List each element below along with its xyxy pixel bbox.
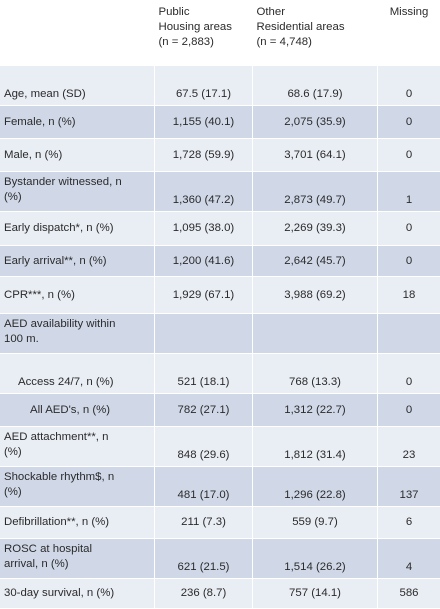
table-header-row: Public Housing areas (n = 2,883) Other R… — [0, 0, 440, 66]
row-label: Bystander witnessed, n (%) — [0, 171, 155, 212]
missing-value: 6 — [377, 506, 440, 539]
public-value: 621 (21.5) — [154, 538, 253, 579]
row-label: AED availability within 100 m. — [0, 313, 155, 354]
row-label-line1: AED attachment**, n — [4, 431, 109, 443]
header-public-line2: Housing areas — [158, 21, 232, 33]
table-row: Early arrival**, n (%) 1,200 (41.6) 2,64… — [0, 245, 440, 277]
header-other-line1: Other — [256, 6, 286, 18]
public-value: 521 (18.1) — [154, 353, 253, 394]
row-label-line2: (%) — [4, 486, 22, 498]
public-value: 1,929 (67.1) — [154, 276, 253, 314]
other-value: 1,312 (22.7) — [252, 393, 378, 427]
row-label: Defibrillation**, n (%) — [0, 506, 155, 539]
public-value: 1,200 (41.6) — [154, 245, 253, 277]
table-row: All AED's, n (%) 782 (27.1) 1,312 (22.7)… — [0, 393, 440, 427]
header-missing: Missing — [377, 0, 440, 66]
missing-value: 4 — [377, 538, 440, 579]
table-row: AED availability within 100 m. — [0, 313, 440, 354]
public-value: 848 (29.6) — [154, 426, 253, 467]
other-value — [252, 313, 378, 354]
other-value: 1,514 (26.2) — [252, 538, 378, 579]
row-label-line1: AED availability within — [4, 318, 116, 330]
other-value: 3,988 (69.2) — [252, 276, 378, 314]
table-row: ROSC at hospital arrival, n (%) 621 (21.… — [0, 538, 440, 579]
header-other-residential: Other Residential areas (n = 4,748) — [252, 0, 378, 66]
other-value: 559 (9.7) — [252, 506, 378, 539]
table-row: CPR***, n (%) 1,929 (67.1) 3,988 (69.2) … — [0, 276, 440, 314]
public-value: 481 (17.0) — [154, 466, 253, 507]
other-value: 1,296 (22.8) — [252, 466, 378, 507]
table-row: Female, n (%) 1,155 (40.1) 2,075 (35.9) … — [0, 105, 440, 139]
other-value: 68.6 (17.9) — [252, 65, 378, 106]
other-value: 757 (14.1) — [252, 578, 378, 609]
missing-value: 0 — [377, 65, 440, 106]
missing-value: 0 — [377, 138, 440, 172]
other-value: 2,642 (45.7) — [252, 245, 378, 277]
public-value: 1,155 (40.1) — [154, 105, 253, 139]
row-label-line2: (%) — [4, 191, 22, 203]
public-value: 782 (27.1) — [154, 393, 253, 427]
header-public-housing: Public Housing areas (n = 2,883) — [154, 0, 253, 66]
row-label: Early dispatch*, n (%) — [0, 211, 155, 246]
table-row: Early dispatch*, n (%) 1,095 (38.0) 2,26… — [0, 211, 440, 246]
table-row: Bystander witnessed, n (%) 1,360 (47.2) … — [0, 171, 440, 212]
table-row: 30-day survival, n (%) 236 (8.7) 757 (14… — [0, 578, 440, 609]
missing-value: 0 — [377, 393, 440, 427]
row-label: 30-day survival, n (%) — [0, 578, 155, 609]
row-label-line1: Bystander witnessed, n — [4, 176, 122, 188]
row-label: All AED's, n (%) — [0, 393, 155, 427]
table-row: AED attachment**, n (%) 848 (29.6) 1,812… — [0, 426, 440, 467]
other-value: 2,269 (39.3) — [252, 211, 378, 246]
other-value: 768 (13.3) — [252, 353, 378, 394]
table-row: Male, n (%) 1,728 (59.9) 3,701 (64.1) 0 — [0, 138, 440, 172]
public-value: 211 (7.3) — [154, 506, 253, 539]
other-value: 1,812 (31.4) — [252, 426, 378, 467]
other-value: 3,701 (64.1) — [252, 138, 378, 172]
public-value: 1,095 (38.0) — [154, 211, 253, 246]
missing-value: 0 — [377, 105, 440, 139]
public-value: 1,728 (59.9) — [154, 138, 253, 172]
header-other-line3: (n = 4,748) — [256, 36, 312, 48]
table-row: Shockable rhythm$, n (%) 481 (17.0) 1,29… — [0, 466, 440, 507]
missing-value: 18 — [377, 276, 440, 314]
public-value: 236 (8.7) — [154, 578, 253, 609]
header-public-line1: Public — [158, 6, 190, 18]
row-label-line1: ROSC at hospital — [4, 543, 92, 555]
row-label-line2: arrival, n (%) — [4, 558, 69, 570]
row-label: AED attachment**, n (%) — [0, 426, 155, 467]
row-label-line2: 100 m. — [4, 333, 39, 345]
table-row: Defibrillation**, n (%) 211 (7.3) 559 (9… — [0, 506, 440, 539]
missing-value: 23 — [377, 426, 440, 467]
row-label: ROSC at hospital arrival, n (%) — [0, 538, 155, 579]
row-label: Female, n (%) — [0, 105, 155, 139]
public-value: 67.5 (17.1) — [154, 65, 253, 106]
header-public-line3: (n = 2,883) — [158, 36, 214, 48]
missing-value: 0 — [377, 353, 440, 394]
missing-value: 586 — [377, 578, 440, 609]
public-value: 1,360 (47.2) — [154, 171, 253, 212]
row-label: Early arrival**, n (%) — [0, 245, 155, 277]
table-row: Access 24/7, n (%) 521 (18.1) 768 (13.3)… — [0, 353, 440, 394]
table-row: Age, mean (SD) 67.5 (17.1) 68.6 (17.9) 0 — [0, 65, 440, 106]
other-value: 2,873 (49.7) — [252, 171, 378, 212]
missing-value: 0 — [377, 211, 440, 246]
row-label-line1: Shockable rhythm$, n — [4, 471, 115, 483]
row-label: Access 24/7, n (%) — [0, 353, 155, 394]
missing-value: 1 — [377, 171, 440, 212]
row-label: Age, mean (SD) — [0, 65, 155, 106]
row-label: Male, n (%) — [0, 138, 155, 172]
row-label-line2: (%) — [4, 446, 22, 458]
header-blank-cell — [0, 0, 155, 66]
header-other-line2: Residential areas — [256, 21, 345, 33]
missing-value: 0 — [377, 245, 440, 277]
missing-value — [377, 313, 440, 354]
other-value: 2,075 (35.9) — [252, 105, 378, 139]
public-value — [154, 313, 253, 354]
missing-value: 137 — [377, 466, 440, 507]
row-label: Shockable rhythm$, n (%) — [0, 466, 155, 507]
row-label: CPR***, n (%) — [0, 276, 155, 314]
